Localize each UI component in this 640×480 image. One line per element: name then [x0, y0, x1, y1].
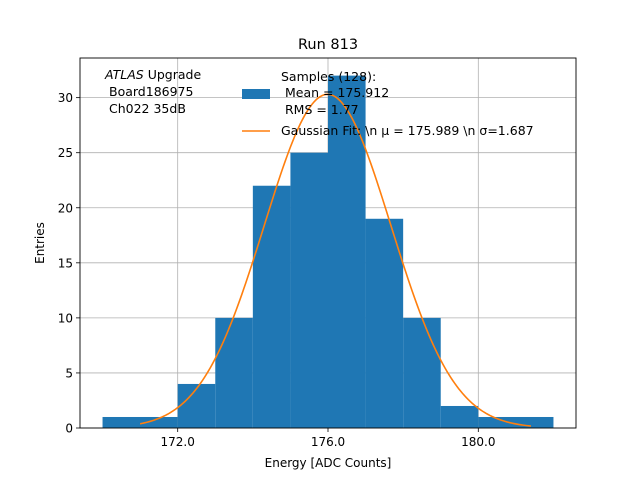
histogram-bar: [440, 405, 479, 428]
chart-title: Run 813: [298, 37, 358, 53]
legend-fit-label: Gaussian Fit: \n μ = 175.989 \n σ=1.687: [281, 123, 534, 138]
y-axis-ticks: 0 5 10 15 20 25 30: [58, 91, 80, 436]
histogram-bar: [290, 152, 328, 428]
y-tick-label: 20: [58, 201, 73, 215]
gaussian-fit-curve: [139, 93, 531, 427]
histogram-bar: [403, 317, 441, 428]
x-tick-label: 172.0: [161, 435, 195, 449]
x-tick-label: 176.0: [311, 435, 345, 449]
y-tick-label: 25: [58, 146, 73, 160]
y-axis-label: Entries: [33, 222, 47, 264]
histogram-bar: [102, 416, 178, 428]
x-tick-label: 180.0: [461, 435, 495, 449]
legend-histogram-line-2: Mean = 175.912: [281, 85, 389, 100]
histogram-bar: [177, 383, 216, 428]
y-tick-label: 5: [65, 366, 73, 380]
y-tick-label: 30: [58, 91, 73, 105]
atlas-annotation: ATLAS Upgrade Board186975 Ch022 35dB: [104, 67, 201, 116]
upgrade-label: Upgrade: [144, 67, 202, 82]
legend-histogram-line-1: Samples (128):: [281, 69, 376, 84]
y-tick-label: 15: [58, 256, 73, 270]
x-axis-label: Energy [ADC Counts]: [265, 456, 392, 470]
histogram-bar: [215, 317, 253, 428]
histogram-bar: [252, 185, 291, 428]
histogram-bar: [365, 218, 404, 428]
legend-histogram-line-3: RMS = 1.77: [281, 102, 359, 117]
annotation-line-1: ATLAS Upgrade: [104, 67, 201, 82]
histogram-bar: [478, 416, 554, 428]
atlas-label: ATLAS: [104, 67, 144, 82]
annotation-board: Board186975: [109, 84, 193, 99]
x-axis-ticks: 172.0 176.0 180.0: [161, 428, 495, 449]
histogram-bars: [102, 75, 554, 428]
annotation-channel: Ch022 35dB: [109, 101, 186, 116]
legend: Samples (128): Mean = 175.912 RMS = 1.77…: [242, 69, 534, 138]
legend-histogram-swatch: [242, 89, 270, 99]
y-tick-label: 10: [58, 311, 73, 325]
y-tick-label: 0: [65, 422, 73, 436]
